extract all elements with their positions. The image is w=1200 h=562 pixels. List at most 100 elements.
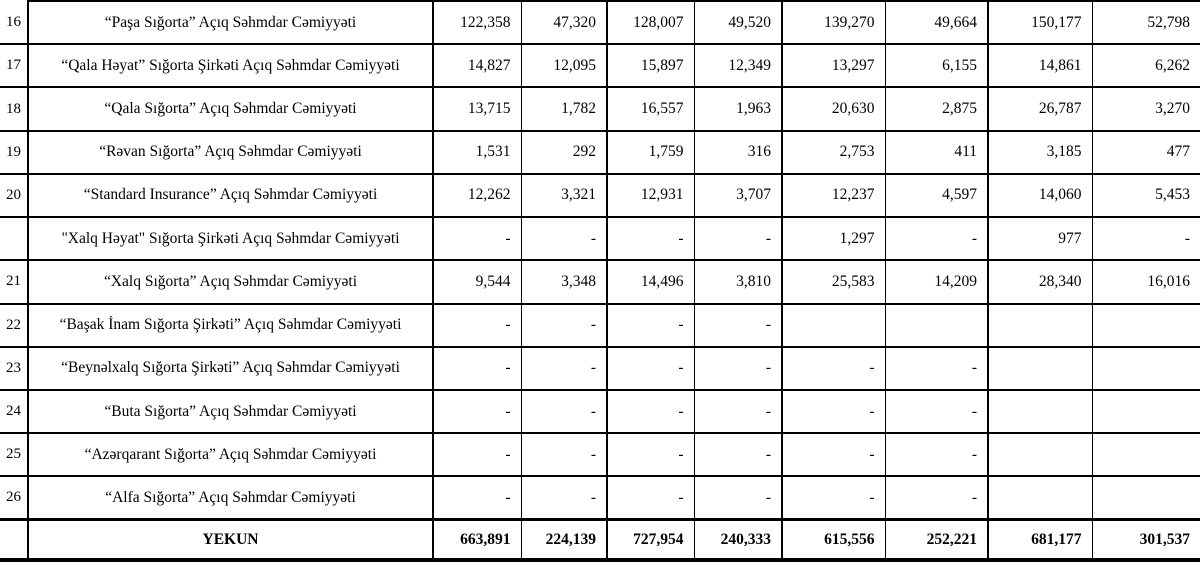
value-cell: 12,095: [520, 43, 607, 88]
total-row-number-cell: [0, 518, 28, 562]
value-cell: -: [432, 216, 521, 261]
value-cell: -: [606, 432, 694, 477]
value-cell: -: [520, 475, 607, 520]
value-cell: -: [432, 345, 521, 390]
value-cell: 25,583: [781, 259, 885, 304]
value-cell: -: [884, 345, 988, 390]
table-row: 23 “Beynəlxalq Sığorta Şirkəti” Açıq Səhm…: [0, 345, 1200, 390]
value-cell: -: [693, 475, 782, 520]
company-name-cell: “Qala Həyat” Sığorta Şirkəti Açıq Səhmda…: [27, 43, 433, 88]
table-row: 25 “Azərqarant Sığorta” Açıq Səhmdar Cəmi…: [0, 432, 1200, 477]
total-value-cell: 240,333: [693, 518, 782, 562]
value-cell: 13,297: [781, 43, 885, 88]
total-label-cell: YEKUN: [27, 518, 433, 562]
table-row: 17 “Qala Həyat” Sığorta Şirkəti Açıq Səhm…: [0, 43, 1200, 88]
value-cell: -: [693, 345, 782, 390]
value-cell: -: [781, 432, 885, 477]
value-cell: 150,177: [987, 0, 1092, 45]
value-cell: -: [1091, 216, 1200, 261]
value-cell: 20,630: [781, 86, 885, 131]
value-cell: -: [884, 388, 988, 434]
value-cell: 3,348: [520, 259, 607, 304]
value-cell: 47,320: [520, 0, 607, 45]
value-cell: [987, 432, 1092, 477]
total-value-cell: 301,537: [1091, 518, 1200, 562]
row-number-cell: 24: [0, 388, 28, 434]
value-cell: 122,358: [432, 0, 521, 45]
value-cell: [987, 388, 1092, 434]
value-cell: 5,453: [1091, 172, 1200, 218]
row-number-cell: 25: [0, 432, 28, 477]
row-number-cell: 16: [6, 13, 21, 30]
value-cell: [1091, 475, 1200, 520]
value-cell: -: [884, 432, 988, 477]
value-cell: -: [606, 302, 694, 347]
value-cell: 9,544: [432, 259, 521, 304]
value-cell: 139,270: [781, 0, 885, 45]
company-name-cell: “Rəvan Sığorta” Açıq Səhmdar Cəmiyyəti: [27, 129, 433, 174]
value-cell: -: [693, 432, 782, 477]
value-cell: [987, 345, 1092, 390]
value-cell: 3,707: [693, 172, 782, 218]
value-cell: 16,016: [1091, 259, 1200, 304]
table-row: 19 “Rəvan Sığorta” Açıq Səhmdar Cəmiyyəti…: [0, 129, 1200, 174]
value-cell: 477: [1091, 129, 1200, 174]
value-cell: 292: [520, 129, 607, 174]
company-name-cell: “Standard Insurance” Açıq Səhmdar Cəmiyy…: [27, 172, 433, 218]
value-cell: 2,753: [781, 129, 885, 174]
value-cell: -: [606, 345, 694, 390]
value-cell: -: [781, 475, 885, 520]
value-cell: 15,897: [606, 43, 694, 88]
value-cell: 3,270: [1091, 86, 1200, 131]
company-name-cell: “Azərqarant Sığorta” Açıq Səhmdar Cəmiyy…: [27, 432, 433, 477]
company-name-cell: "Xalq Həyat" Sığorta Şirkəti Açıq Səhmda…: [27, 216, 433, 261]
row-number-cell: [0, 216, 28, 261]
table-body: 16 “Paşa Sığorta” Açıq Səhmdar Cəmiyyəti 1…: [0, 0, 1200, 520]
value-cell: [1091, 432, 1200, 477]
value-cell: -: [520, 388, 607, 434]
value-cell: -: [432, 302, 521, 347]
company-name-cell: “Başak İnam Sığorta Şirkəti” Açıq Səhmda…: [27, 302, 433, 347]
value-cell: -: [606, 475, 694, 520]
row-number-cell: 21: [0, 259, 28, 304]
value-cell: 1,782: [520, 86, 607, 131]
row-number-cell: 17: [0, 43, 28, 88]
value-cell: 1,531: [432, 129, 521, 174]
total-value-cell: 681,177: [987, 518, 1092, 562]
value-cell: -: [520, 432, 607, 477]
value-cell: 12,262: [432, 172, 521, 218]
total-value-cell: 663,891: [432, 518, 521, 562]
value-cell: 6,262: [1091, 43, 1200, 88]
value-cell: -: [606, 388, 694, 434]
value-cell: -: [781, 345, 885, 390]
value-cell: 1,963: [693, 86, 782, 131]
total-value-cell: 224,139: [520, 518, 607, 562]
value-cell: 14,496: [606, 259, 694, 304]
company-name-cell: “Alfa Sığorta” Açıq Səhmdar Cəmiyyəti: [27, 475, 433, 520]
value-cell: [1091, 388, 1200, 434]
total-value-cell: 727,954: [606, 518, 694, 562]
value-cell: [987, 302, 1092, 347]
value-cell: 4,597: [884, 172, 988, 218]
value-cell: [987, 475, 1092, 520]
company-name-cell: “Xalq Sığorta” Açıq Səhmdar Cəmiyyəti: [27, 259, 433, 304]
value-cell: 3,185: [987, 129, 1092, 174]
value-cell: [781, 302, 885, 347]
table-row: 22 “Başak İnam Sığorta Şirkəti” Açıq Səhm…: [0, 302, 1200, 347]
row-number-cell: 22: [0, 302, 28, 347]
total-row: YEKUN 663,891 224,139 727,954 240,333 61…: [0, 518, 1200, 562]
value-cell: 6,155: [884, 43, 988, 88]
value-cell: -: [884, 216, 988, 261]
company-name-cell: “Buta Sığorta” Açıq Səhmdar Cəmiyyəti: [27, 388, 433, 434]
value-cell: 28,340: [987, 259, 1092, 304]
value-cell: -: [693, 388, 782, 434]
table-row: "Xalq Həyat" Sığorta Şirkəti Açıq Səhmda…: [0, 216, 1200, 261]
value-cell: -: [432, 475, 521, 520]
row-number-cell: 20: [0, 172, 28, 218]
company-name-cell: “Qala Sığorta” Açıq Səhmdar Cəmiyyəti: [27, 86, 433, 131]
value-cell: 49,520: [693, 0, 782, 45]
value-cell: 3,810: [693, 259, 782, 304]
value-cell: -: [432, 388, 521, 434]
value-cell: 128,007: [606, 0, 694, 45]
